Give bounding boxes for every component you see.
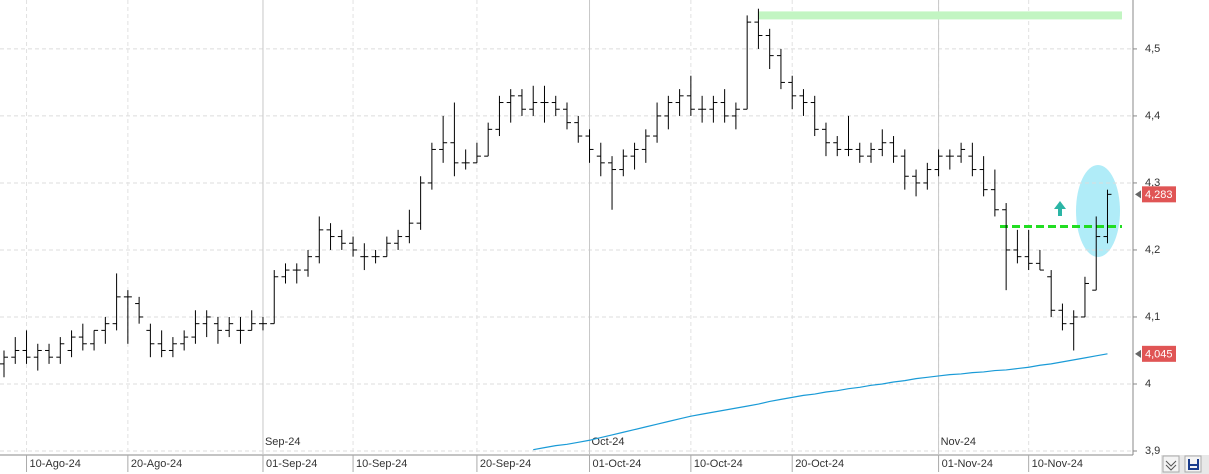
highlight-ellipse xyxy=(1076,165,1120,257)
x-tick-label: 10-Ago-24 xyxy=(30,458,81,470)
price-tag-label: 4,045 xyxy=(1145,349,1173,361)
price-tag-label: 4,283 xyxy=(1145,189,1173,201)
up-arrow xyxy=(1054,201,1066,216)
month-label: Oct-24 xyxy=(592,436,625,448)
x-tick-label: 01-Oct-24 xyxy=(593,458,642,470)
resistance-band xyxy=(758,11,1122,20)
y-tick-label: 4,2 xyxy=(1145,244,1160,256)
x-tick-label: 20-Ago-24 xyxy=(131,458,182,470)
save-icon xyxy=(1188,459,1199,470)
price-pointer xyxy=(1135,349,1141,358)
y-tick-label: 4,3 xyxy=(1145,177,1160,189)
scroll-button[interactable] xyxy=(1162,455,1180,473)
month-label: Nov-24 xyxy=(941,436,976,448)
month-label: Sep-24 xyxy=(265,436,300,448)
moving-average xyxy=(533,353,1108,451)
x-tick-label: 20-Oct-24 xyxy=(795,458,844,470)
scroll-icon xyxy=(1165,460,1177,471)
x-tick-label: 01-Sep-24 xyxy=(266,458,317,470)
y-tick-label: 4,4 xyxy=(1145,110,1160,122)
x-tick-label: 10-Oct-24 xyxy=(694,458,743,470)
y-tick-label: 4,1 xyxy=(1145,311,1160,323)
x-tick-label: 10-Sep-24 xyxy=(356,458,407,470)
x-tick-label: 20-Sep-24 xyxy=(480,458,531,470)
x-tick-label: 10-Nov-24 xyxy=(1032,458,1083,470)
y-tick-label: 4,5 xyxy=(1145,43,1160,55)
y-tick-label: 4 xyxy=(1145,378,1151,390)
price-tag xyxy=(1142,186,1176,203)
price-pointer xyxy=(1135,190,1141,199)
price-tag xyxy=(1142,345,1176,362)
y-tick-label: 3,9 xyxy=(1145,445,1160,457)
x-tick-label: 01-Nov-24 xyxy=(942,458,993,470)
